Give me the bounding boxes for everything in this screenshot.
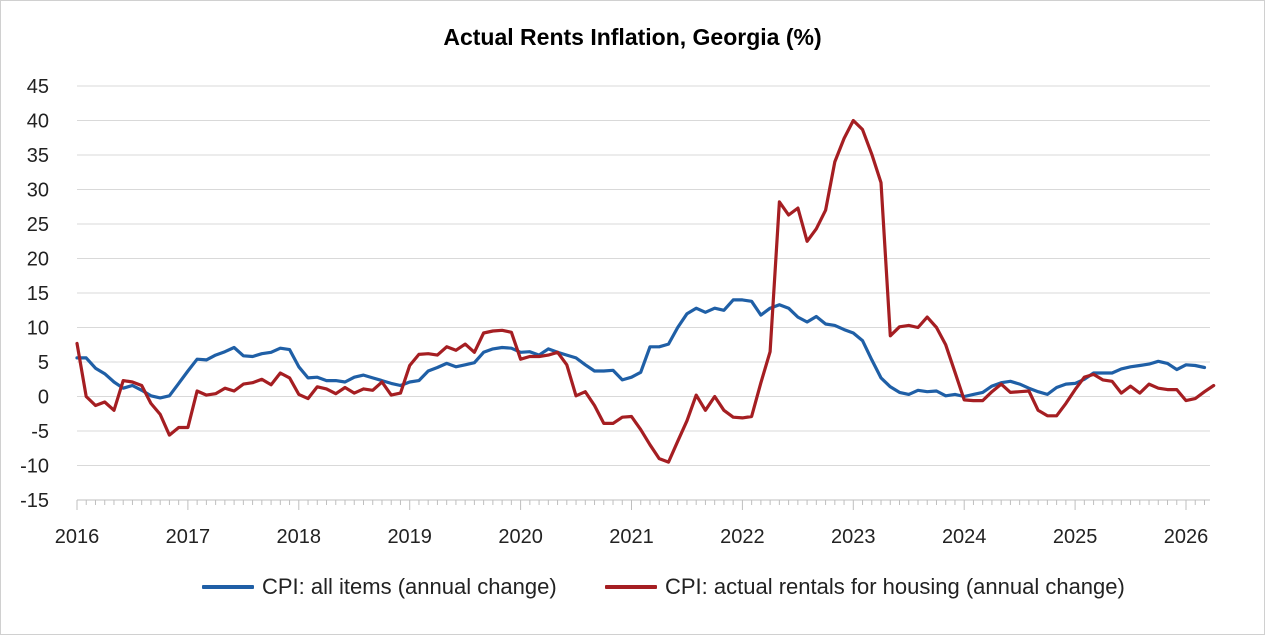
series-line-cpi-rentals xyxy=(75,118,1216,464)
y-tick-label: 40 xyxy=(27,111,49,133)
y-tick-label: 5 xyxy=(38,352,49,374)
chart-title: Actual Rents Inflation, Georgia (%) xyxy=(443,24,822,50)
x-tick-label: 2024 xyxy=(942,526,987,548)
legend-item-cpi-all: CPI: all items (annual change) xyxy=(202,574,557,600)
legend-label: CPI: actual rentals for housing (annual … xyxy=(665,574,1125,599)
x-tick-label: 2016 xyxy=(55,526,100,548)
y-tick-label: 15 xyxy=(27,283,49,305)
legend: CPI: all items (annual change) CPI: actu… xyxy=(0,574,1265,610)
x-tick-label: 2019 xyxy=(387,526,432,548)
x-tick-label: 2017 xyxy=(166,526,211,548)
x-tick-label: 2022 xyxy=(720,526,765,548)
x-tick-label: 2026 xyxy=(1164,526,1209,548)
x-tick-label: 2021 xyxy=(609,526,654,548)
y-tick-label: 30 xyxy=(27,180,49,202)
x-tick-label: 2023 xyxy=(831,526,876,548)
series-lines xyxy=(75,118,1216,464)
y-tick-label: 45 xyxy=(27,76,49,98)
gridlines xyxy=(77,85,1210,466)
x-axis: 2016 2017 2018 2019 2020 2021 2022 2023 2024 2025… xyxy=(55,499,1210,548)
x-tick-label: 2025 xyxy=(1053,526,1098,548)
y-tick-label: -5 xyxy=(31,421,49,443)
x-tick-label: 2020 xyxy=(498,526,543,548)
y-tick-label: -10 xyxy=(20,456,49,478)
x-tick-label: 2018 xyxy=(277,526,322,548)
y-axis: 45 40 35 30 25 20 15 10 5 0 -5 -10 -15 xyxy=(20,76,49,512)
legend-item-cpi-rentals: CPI: actual rentals for housing (annual … xyxy=(605,574,1125,600)
y-tick-label: 35 xyxy=(27,145,49,167)
y-tick-label: 25 xyxy=(27,214,49,236)
legend-swatch-red xyxy=(605,585,657,589)
y-tick-label: 10 xyxy=(27,318,49,340)
legend-label: CPI: all items (annual change) xyxy=(262,574,557,599)
series-line-cpi-all xyxy=(75,298,1207,400)
legend-swatch-blue xyxy=(202,585,254,589)
y-tick-label: 20 xyxy=(27,249,49,271)
y-tick-label: -15 xyxy=(20,490,49,512)
y-tick-label: 0 xyxy=(38,387,49,409)
